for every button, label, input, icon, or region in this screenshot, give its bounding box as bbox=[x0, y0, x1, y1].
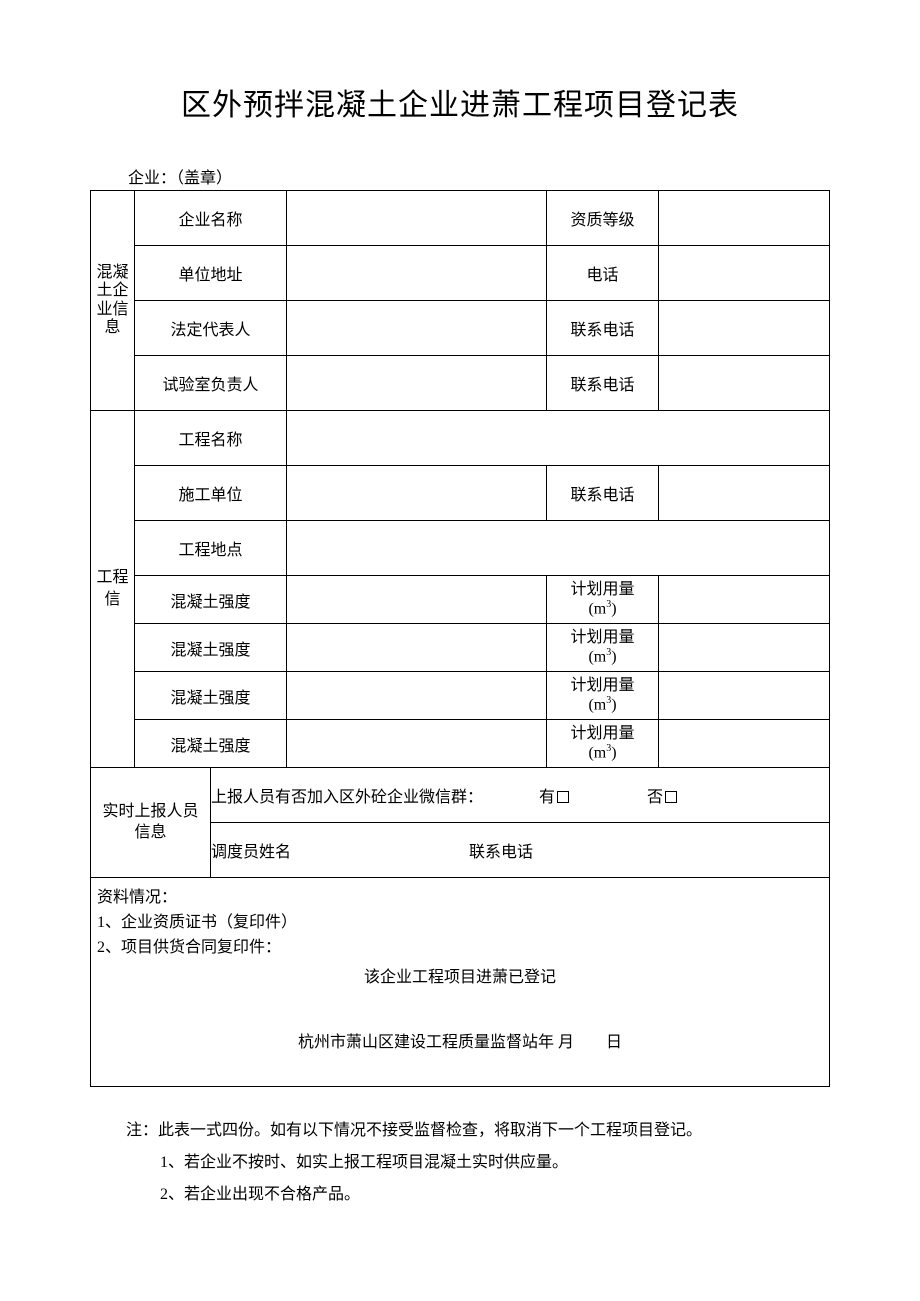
lbl-phone: 电话 bbox=[547, 246, 659, 301]
val-strength-2[interactable] bbox=[287, 624, 547, 672]
val-lab-phone[interactable] bbox=[659, 356, 830, 411]
stamp-line: 企业：（盖章） bbox=[128, 164, 830, 188]
val-legal-rep[interactable] bbox=[287, 301, 547, 356]
materials-item-1: 1、企业资质证书（复印件） bbox=[97, 911, 823, 936]
val-strength-3[interactable] bbox=[287, 672, 547, 720]
checkbox-no-icon[interactable] bbox=[665, 791, 677, 803]
footnote-1: 1、若企业不按时、如实上报工程项目混凝土实时供应量。 bbox=[126, 1147, 830, 1179]
lbl-constructor-phone: 联系电话 bbox=[547, 466, 659, 521]
val-planned-1[interactable] bbox=[659, 576, 830, 624]
lbl-planned-1: 计划用量 (m3) bbox=[547, 576, 659, 624]
reporter-no-label: 否 bbox=[647, 789, 663, 806]
section1-header: 混凝土企业信息 bbox=[91, 191, 135, 411]
lbl-legal-rep: 法定代表人 bbox=[135, 301, 287, 356]
val-phone[interactable] bbox=[659, 246, 830, 301]
sign-line: 杭州市萧山区建设工程质量监督站年 月 日 bbox=[97, 1031, 823, 1056]
materials-cell: 资料情况： 1、企业资质证书（复印件） 2、项目供货合同复印件： 该企业工程项目… bbox=[91, 878, 830, 1087]
materials-header: 资料情况： bbox=[97, 886, 823, 911]
val-strength-4[interactable] bbox=[287, 720, 547, 768]
reporter-name-label: 调度员姓名 bbox=[211, 844, 291, 861]
reporter-wechat-row: 上报人员有否加入区外砼企业微信群： 有 否 bbox=[211, 768, 830, 823]
val-legal-phone[interactable] bbox=[659, 301, 830, 356]
page-title: 区外预拌混凝土企业进萧工程项目登记表 bbox=[90, 80, 830, 124]
lbl-planned-3: 计划用量 (m3) bbox=[547, 672, 659, 720]
footnotes: 注：此表一式四份。如有以下情况不接受监督检查，将取消下一个工程项目登记。 1、若… bbox=[90, 1115, 830, 1211]
val-strength-1[interactable] bbox=[287, 576, 547, 624]
val-location[interactable] bbox=[287, 521, 830, 576]
reporter-header: 实时上报人员信息 bbox=[91, 768, 211, 878]
registration-table: 混凝土企业信息 企业名称 资质等级 单位地址 电话 法定代表人 联系电话 试验室… bbox=[90, 190, 830, 1087]
checkbox-yes-icon[interactable] bbox=[557, 791, 569, 803]
lbl-project-name: 工程名称 bbox=[135, 411, 287, 466]
lbl-address: 单位地址 bbox=[135, 246, 287, 301]
lbl-company-name: 企业名称 bbox=[135, 191, 287, 246]
lbl-lab-head: 试验室负责人 bbox=[135, 356, 287, 411]
lbl-constructor: 施工单位 bbox=[135, 466, 287, 521]
val-company-name[interactable] bbox=[287, 191, 547, 246]
val-address[interactable] bbox=[287, 246, 547, 301]
val-constructor[interactable] bbox=[287, 466, 547, 521]
val-planned-4[interactable] bbox=[659, 720, 830, 768]
lbl-lab-phone: 联系电话 bbox=[547, 356, 659, 411]
lbl-strength-3: 混凝土强度 bbox=[135, 672, 287, 720]
lbl-strength-2: 混凝土强度 bbox=[135, 624, 287, 672]
lbl-planned-4: 计划用量 (m3) bbox=[547, 720, 659, 768]
page: 区外预拌混凝土企业进萧工程项目登记表 企业：（盖章） 混凝土企业信息 企业名称 … bbox=[0, 0, 920, 1271]
lbl-planned-2: 计划用量 (m3) bbox=[547, 624, 659, 672]
lbl-legal-phone: 联系电话 bbox=[547, 301, 659, 356]
reporter-row1-prefix: 上报人员有否加入区外砼企业微信群： bbox=[211, 789, 483, 806]
materials-item-2: 2、项目供货合同复印件： bbox=[97, 936, 823, 961]
footnote-0: 注：此表一式四份。如有以下情况不接受监督检查，将取消下一个工程项目登记。 bbox=[126, 1115, 830, 1147]
reporter-dispatcher-row: 调度员姓名 联系电话 bbox=[211, 823, 830, 878]
val-constructor-phone[interactable] bbox=[659, 466, 830, 521]
lbl-grade: 资质等级 bbox=[547, 191, 659, 246]
registered-line: 该企业工程项目进萧已登记 bbox=[97, 966, 823, 991]
lbl-strength-4: 混凝土强度 bbox=[135, 720, 287, 768]
reporter-phone-label: 联系电话 bbox=[469, 844, 533, 861]
section2-header: 工程信 bbox=[91, 411, 135, 768]
reporter-yes-label: 有 bbox=[539, 789, 555, 806]
val-lab-head[interactable] bbox=[287, 356, 547, 411]
lbl-strength-1: 混凝土强度 bbox=[135, 576, 287, 624]
val-planned-2[interactable] bbox=[659, 624, 830, 672]
footnote-2: 2、若企业出现不合格产品。 bbox=[126, 1179, 830, 1211]
lbl-location: 工程地点 bbox=[135, 521, 287, 576]
val-planned-3[interactable] bbox=[659, 672, 830, 720]
val-project-name[interactable] bbox=[287, 411, 830, 466]
val-grade[interactable] bbox=[659, 191, 830, 246]
